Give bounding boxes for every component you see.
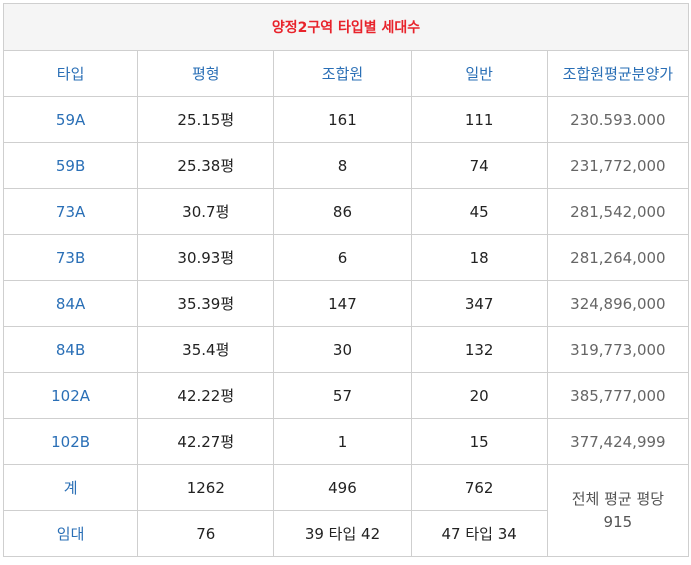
size-cell: 35.39평 [137,280,275,327]
type-cell: 102A [2,372,139,419]
average-summary: 전체 평균 평당 915 [546,464,690,557]
members-cell: 57 [273,372,412,419]
header-row: 타입 평형 조합원 일반 조합원평균분양가 [2,50,690,97]
table-row: 59B 25.38평 8 74 231,772,000 [2,142,690,189]
size-cell: 25.15평 [137,96,275,143]
price-cell: 281,542,000 [546,188,690,235]
total-size: 1262 [137,464,275,511]
general-cell: 20 [410,372,548,419]
type-cell: 59B [2,142,139,189]
title-row: 양정2구역 타입별 세대수 [3,3,689,51]
general-cell: 347 [410,280,548,327]
members-cell: 30 [273,326,412,373]
size-cell: 30.93평 [137,234,275,281]
rental-label: 임대 [2,510,139,557]
general-cell: 18 [410,234,548,281]
members-cell: 86 [273,188,412,235]
members-cell: 1 [273,418,412,465]
table-row: 84A 35.39평 147 347 324,896,000 [2,280,690,327]
price-cell: 281,264,000 [546,234,690,281]
average-summary-value: 915 [603,512,633,531]
table-row: 73B 30.93평 6 18 281,264,000 [2,234,690,281]
rental-size: 76 [137,510,275,557]
general-cell: 15 [410,418,548,465]
type-cell: 84B [2,326,139,373]
general-cell: 132 [410,326,548,373]
price-cell: 324,896,000 [546,280,690,327]
size-cell: 25.38평 [137,142,275,189]
average-summary-label: 전체 평균 평당 [571,489,665,508]
rental-members: 39 타입 42 [273,510,412,557]
total-row: 계 1262 496 762 전체 평균 평당 915 [2,464,690,557]
table-title: 양정2구역 타입별 세대수 [3,3,689,51]
members-cell: 161 [273,96,412,143]
price-cell: 319,773,000 [546,326,690,373]
size-cell: 35.4평 [137,326,275,373]
members-cell: 147 [273,280,412,327]
table-row: 59A 25.15평 161 111 230.593.000 [2,96,690,143]
household-table: 양정2구역 타입별 세대수 타입 평형 조합원 일반 조합원평균분양가 59A … [2,3,690,557]
size-cell: 30.7평 [137,188,275,235]
rental-row: 임대 76 39 타입 42 47 타입 34 [2,510,689,557]
price-cell: 230.593.000 [546,96,690,143]
total-members: 496 [273,464,412,511]
page: 양정2구역 타입별 세대수 타입 평형 조합원 일반 조합원평균분양가 59A … [2,3,690,557]
table-row: 73A 30.7평 86 45 281,542,000 [2,188,690,235]
size-cell: 42.27평 [137,418,275,465]
table-row: 84B 35.4평 30 132 319,773,000 [2,326,690,373]
type-cell: 84A [2,280,139,327]
total-general: 762 [410,464,548,511]
rental-general: 47 타입 34 [410,510,548,557]
members-cell: 8 [273,142,412,189]
header-size: 평형 [137,50,275,97]
price-cell: 231,772,000 [546,142,690,189]
header-avg-price: 조합원평균분양가 [546,50,690,97]
type-cell: 102B [2,418,139,465]
type-cell: 59A [2,96,139,143]
header-type: 타입 [2,50,139,97]
general-cell: 111 [410,96,548,143]
total-label: 계 [2,464,139,511]
table-row: 102A 42.22평 57 20 385,777,000 [2,372,690,419]
table-row: 102B 42.27평 1 15 377,424,999 [2,418,690,465]
general-cell: 45 [410,188,548,235]
type-cell: 73A [2,188,139,235]
general-cell: 74 [410,142,548,189]
header-general: 일반 [410,50,548,97]
price-cell: 377,424,999 [546,418,690,465]
type-cell: 73B [2,234,139,281]
members-cell: 6 [273,234,412,281]
price-cell: 385,777,000 [546,372,690,419]
size-cell: 42.22평 [137,372,275,419]
header-members: 조합원 [273,50,412,97]
